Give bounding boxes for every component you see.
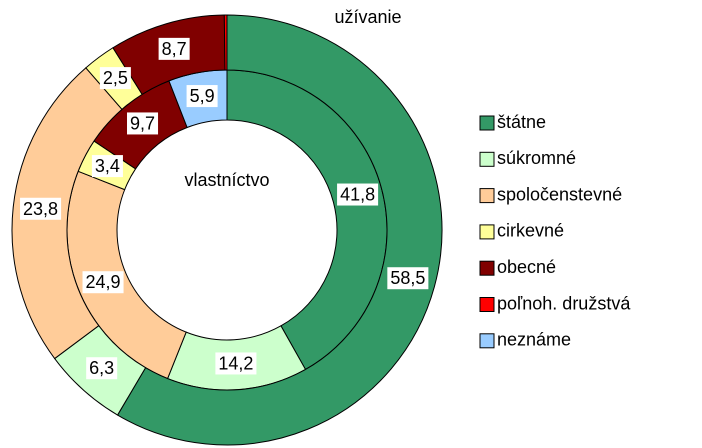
data-label-text: 14,2 — [218, 353, 253, 373]
data-label-text: 5,9 — [190, 86, 215, 106]
data-label-text: 41,8 — [340, 185, 375, 205]
data-label-bg — [158, 37, 190, 60]
data-label-text: 9,7 — [130, 113, 155, 133]
data-label-bg — [337, 183, 379, 206]
data-label-text: 24,9 — [86, 272, 121, 292]
legend-label: súkromné — [497, 148, 576, 168]
data-label-bg — [387, 267, 429, 290]
data-label: 8,7 — [158, 37, 190, 60]
data-label-bg — [186, 85, 218, 108]
data-label: 14,2 — [215, 352, 257, 375]
legend-swatch — [479, 224, 495, 240]
data-label-text: 23,8 — [23, 199, 58, 219]
data-label-bg — [99, 67, 131, 90]
data-label-bg — [86, 357, 118, 380]
legend-swatch — [479, 151, 495, 167]
data-label-text: 58,5 — [390, 268, 425, 288]
legend-label: poľnoh. družstvá — [497, 293, 631, 313]
data-label-text: 8,7 — [162, 39, 187, 59]
data-label-bg — [91, 155, 123, 178]
data-label-bg — [127, 112, 159, 135]
legend-label: spoločenstevné — [497, 184, 622, 204]
data-label-bg — [82, 271, 124, 294]
data-label: 6,3 — [86, 357, 118, 380]
data-label: 5,9 — [186, 85, 218, 108]
data-label: 41,8 — [337, 183, 379, 206]
legend-label: neznáme — [497, 330, 571, 350]
data-label-bg — [215, 352, 257, 375]
slice — [116, 14, 443, 446]
data-label: 58,5 — [387, 267, 429, 290]
legend-swatch — [479, 260, 495, 276]
legend-swatch — [479, 115, 495, 131]
slice — [223, 14, 228, 71]
legend-swatch — [479, 297, 495, 312]
data-label-text: 2,5 — [103, 68, 128, 88]
series-name: užívanie — [334, 7, 401, 27]
data-label: 23,8 — [20, 197, 62, 220]
series-name: vlastníctvo — [184, 170, 269, 190]
data-label: 9,7 — [127, 112, 159, 135]
data-label-bg — [20, 197, 62, 220]
data-label: 3,4 — [91, 155, 123, 178]
legend-label: cirkevné — [497, 221, 564, 241]
legend-label: obecné — [497, 257, 556, 277]
data-label-text: 6,3 — [89, 358, 114, 378]
legend-swatch — [479, 188, 495, 204]
data-label: 2,5 — [99, 67, 131, 90]
legend-label: štátne — [497, 112, 546, 132]
data-label-text: 3,4 — [95, 156, 120, 176]
data-label: 24,9 — [82, 271, 124, 294]
legend-swatch — [479, 333, 495, 349]
